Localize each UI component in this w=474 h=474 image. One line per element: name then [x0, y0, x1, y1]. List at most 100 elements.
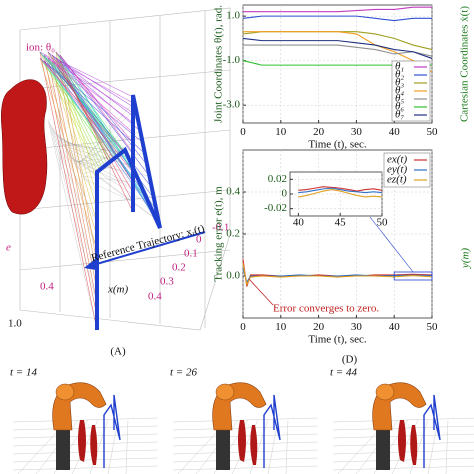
fan-line: [47, 57, 134, 124]
floor-grid: [12, 417, 159, 423]
x-tick-label: 0: [240, 321, 246, 333]
x-tick-label: 50: [427, 321, 439, 333]
caption: (D): [342, 354, 358, 366]
floor-grid: [172, 417, 319, 423]
robot-joint: [55, 383, 75, 401]
fan-line: [39, 57, 98, 250]
x-tick-label: 0.3: [160, 276, 174, 288]
y-tick-label: -1.0: [223, 54, 241, 66]
y-tick-label: 1.0: [226, 10, 240, 22]
floor-grid: [172, 425, 319, 431]
series-line: [243, 31, 433, 73]
y-axis-label: Tracking error e(t), m: [213, 186, 225, 282]
panel-a: Reference Trajectory: xᵣ(t) ion: θ₀ e -0…: [1, 7, 231, 358]
fan-line: [43, 60, 115, 159]
time-label: t = 26: [170, 367, 197, 379]
snapshot: t = 44: [330, 367, 474, 474]
robot-base: [56, 421, 70, 470]
snapshots: t = 14 t = 26 t = 44: [10, 367, 474, 474]
caption: (A): [110, 346, 126, 358]
x-tick-label: -0.1: [212, 222, 229, 234]
fan-line: [55, 57, 134, 203]
x-tick-label: 20: [313, 126, 325, 138]
robot-joint: [375, 383, 395, 401]
x-tick-label: 0: [240, 126, 246, 138]
hatch-line: [69, 155, 159, 222]
hatch-line: [74, 130, 141, 165]
legend-label: θ₇: [395, 109, 404, 121]
legend-label: θ₂: [395, 69, 404, 81]
y-tick-label: 0.0: [226, 270, 240, 282]
x-tick-label: 0: [196, 234, 202, 246]
fan-line: [59, 60, 134, 98]
robot-joint: [215, 383, 235, 401]
left-tick: 0.4: [40, 281, 54, 293]
series-line: [298, 189, 383, 198]
x-axis-label: x(m): [107, 284, 128, 296]
floor-grid: [332, 457, 474, 463]
fan-line: [39, 57, 146, 154]
arrow: [89, 231, 206, 267]
x-tick-label: 50: [427, 126, 439, 138]
zoom-link: [369, 216, 414, 273]
hatch-line: [53, 129, 98, 197]
floor-grid: [332, 417, 474, 423]
floor-grid: [172, 465, 319, 471]
robot-base: [376, 421, 390, 470]
left-tick: 1.0: [8, 318, 22, 330]
x-tick-label: 40: [389, 126, 401, 138]
hatch-line: [75, 108, 136, 167]
time-label: t = 14: [10, 367, 37, 379]
series-line: [243, 44, 433, 57]
floor-grid: [332, 425, 474, 431]
floor-grid: [172, 449, 319, 455]
fan-line: [55, 57, 98, 197]
x-tick-label: 30: [351, 126, 363, 138]
hatch-line: [68, 153, 156, 219]
hatch-line: [51, 125, 98, 250]
hatch-line: [50, 123, 98, 277]
initial-label: ion: θ₀: [26, 42, 55, 54]
trajectory: [103, 394, 121, 468]
y-tick-label: 0: [282, 188, 288, 200]
y-tick-label: -0.02: [264, 202, 287, 214]
floor-grid: [12, 457, 159, 463]
hatch-line: [76, 102, 134, 169]
fan-line: [39, 51, 98, 331]
hatch-line: [64, 147, 139, 180]
x-tick-label: 0.1: [184, 248, 198, 260]
trajectory: [263, 394, 281, 468]
floor-grid: [12, 465, 159, 471]
legend-label: θ₄: [395, 85, 404, 97]
fan-line: [47, 51, 134, 183]
legend-label: θ₅: [395, 93, 404, 105]
right-axis-label: Cartesian Coordinates ẋ(t): [459, 6, 471, 122]
arrow-head: [84, 259, 96, 270]
hatch-line: [57, 135, 108, 165]
fan-line: [43, 54, 134, 114]
floor-grid: [107, 419, 119, 474]
hatch-line: [49, 121, 98, 304]
floor-grid: [12, 449, 159, 455]
hatch-line: [58, 137, 112, 161]
hatch-line: [70, 157, 155, 199]
series-line: [298, 186, 383, 192]
hatch-line: [79, 142, 134, 173]
hatch-line: [80, 162, 134, 175]
trajectory: [95, 94, 162, 330]
x-tick-label: 10: [275, 321, 287, 333]
fan-line: [47, 51, 141, 132]
x-tick-label: 45: [335, 216, 347, 228]
legend-label: ex(t): [387, 154, 407, 166]
hatch-line: [82, 177, 134, 203]
fan-line: [55, 51, 139, 180]
legend-label: ey(t): [387, 164, 407, 176]
right-axis-label: y(m): [460, 248, 472, 269]
series-line: [243, 6, 432, 13]
x-tick-label: 10: [275, 126, 287, 138]
x-axis-label: Time (t), sec.: [308, 139, 367, 151]
obstacle: [238, 420, 258, 465]
obstacle: [1, 79, 48, 215]
y-tick-label: -3.0: [223, 99, 241, 111]
